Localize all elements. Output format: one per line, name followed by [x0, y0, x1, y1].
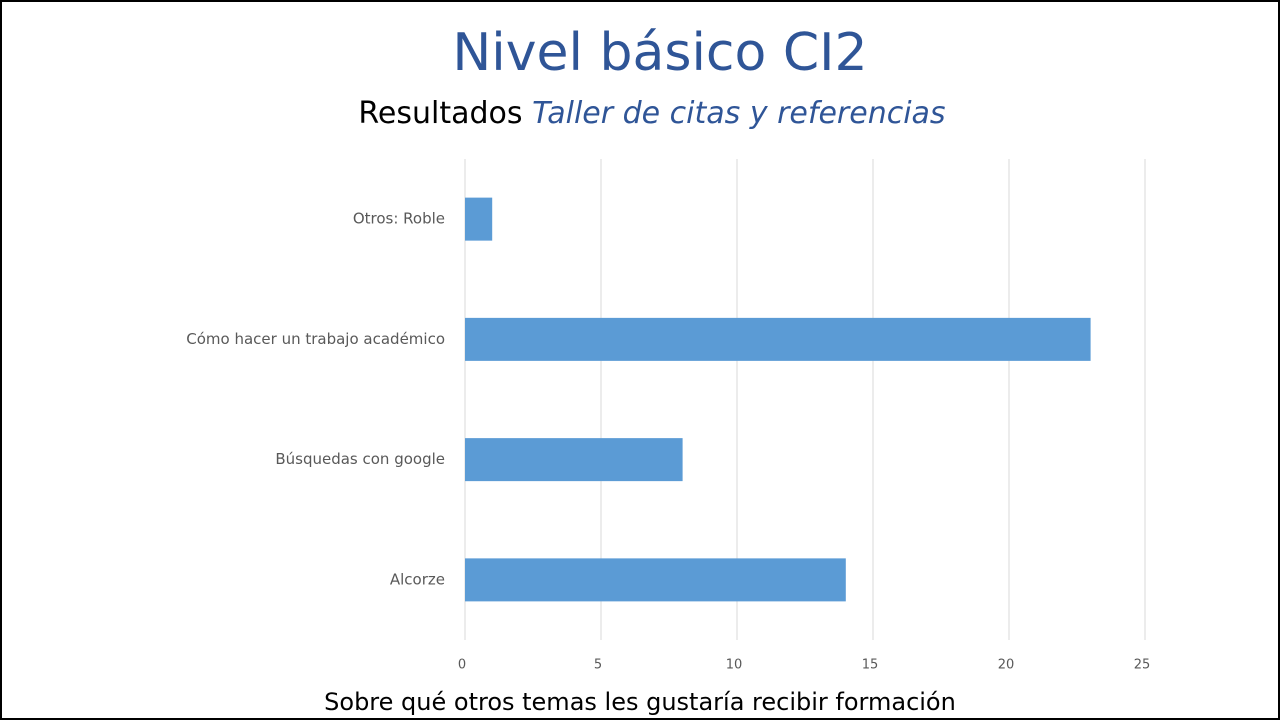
bar — [465, 197, 493, 241]
chart-subtitle: Resultados Taller de citas y referencias — [358, 96, 945, 131]
bar — [465, 438, 683, 482]
x-tick-label: 0 — [458, 658, 466, 673]
chart-title: Nivel básico CI2 — [452, 23, 867, 83]
subtitle-plain: Resultados — [358, 96, 522, 131]
bar — [465, 317, 1091, 361]
y-tick-label: Búsquedas con google — [275, 450, 445, 468]
x-axis-label: Sobre qué otros temas les gustaría recib… — [324, 688, 956, 716]
y-tick-label: Alcorze — [390, 570, 445, 588]
x-tick-label: 5 — [594, 658, 602, 673]
bar — [465, 558, 846, 602]
y-tick-label: Cómo hacer un trabajo académico — [186, 330, 445, 348]
x-tick-label: 15 — [862, 658, 879, 673]
subtitle-italic: Taller de citas y referencias — [532, 96, 945, 131]
y-tick-label: Otros: Roble — [353, 210, 445, 228]
x-tick-label: 25 — [1134, 658, 1151, 673]
x-tick-label: 10 — [726, 658, 743, 673]
x-tick-label: 20 — [998, 658, 1015, 673]
